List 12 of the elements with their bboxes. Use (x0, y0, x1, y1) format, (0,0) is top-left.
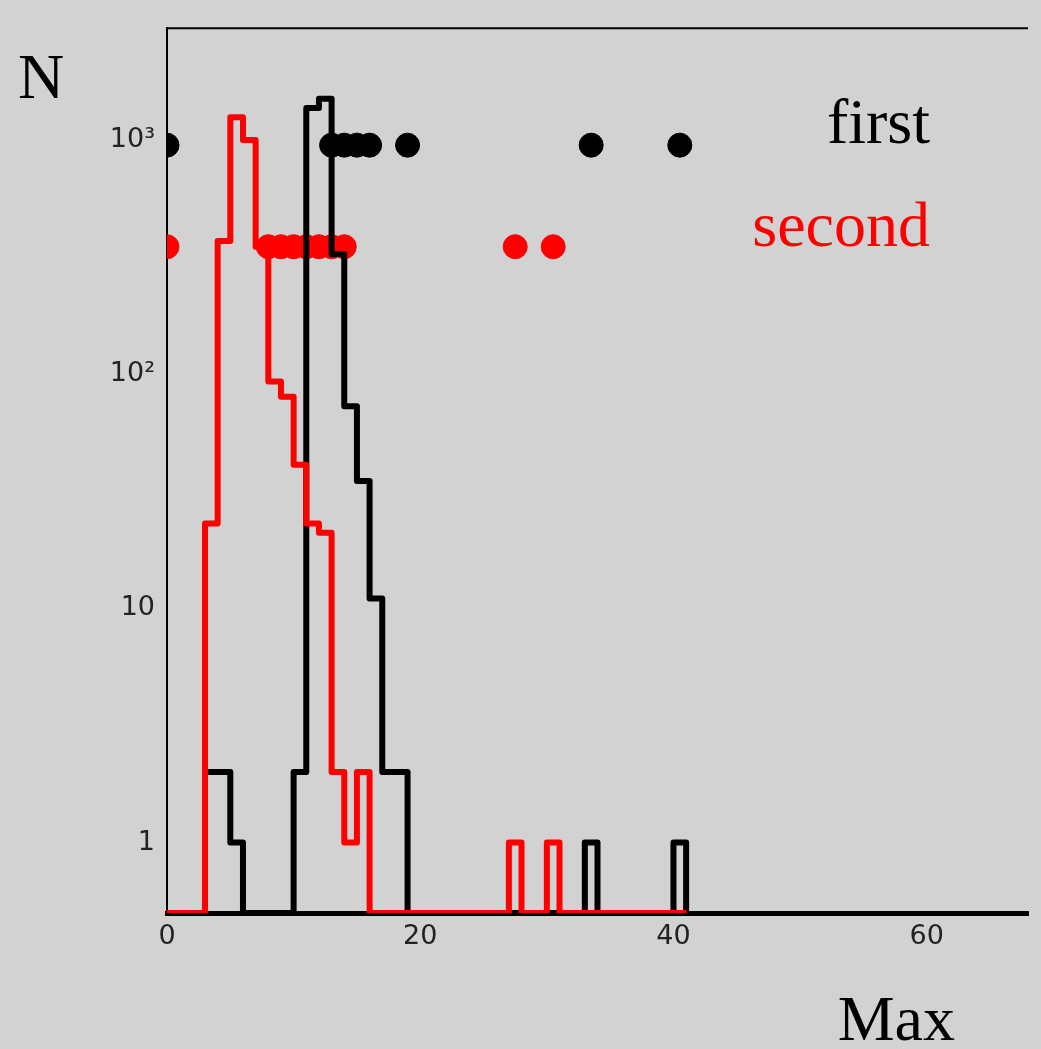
x-axis-title: Max (837, 983, 955, 1049)
x-tick-label: 20 (403, 919, 438, 951)
y-tick-label: 10² (109, 356, 155, 388)
x-tick-label: 0 (158, 919, 176, 951)
x-tick-label: 60 (909, 919, 944, 951)
x-tick-label: 40 (656, 919, 691, 951)
y-tick-label: 10³ (109, 121, 155, 153)
y-tick-label: 1 (137, 824, 155, 856)
text: second (752, 189, 930, 260)
y-tick-label: 10 (120, 590, 155, 622)
y-axis-title: N (18, 41, 65, 112)
text: first (826, 86, 931, 157)
